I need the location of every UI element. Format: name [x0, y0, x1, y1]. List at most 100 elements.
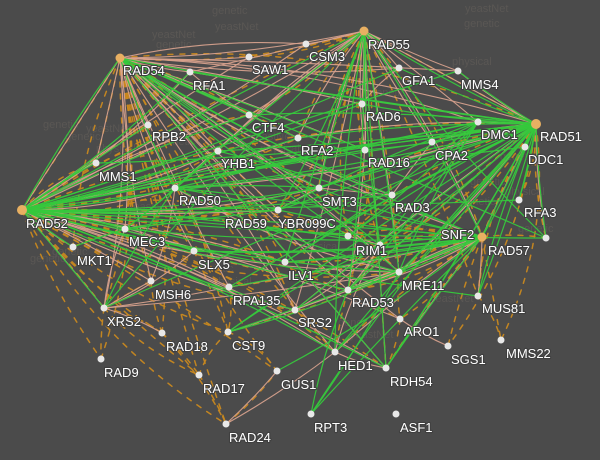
graph-node-rad51[interactable] [531, 119, 541, 129]
graph-node-xrs2[interactable] [100, 304, 108, 312]
graph-node-aro1[interactable] [396, 315, 404, 323]
graph-node-gfa1[interactable] [395, 64, 403, 72]
edge [174, 187, 279, 211]
node-label-rad51: RAD51 [540, 129, 582, 144]
graph-node-rad17[interactable] [195, 371, 203, 379]
edge [379, 233, 483, 246]
edge [21, 30, 365, 211]
edge [21, 209, 102, 360]
graph-node-smt3[interactable] [315, 184, 323, 192]
graph-node-mms4[interactable] [454, 67, 462, 75]
graph-node-rdh54[interactable] [382, 364, 390, 372]
edge [174, 185, 320, 189]
graph-node-csm3[interactable] [302, 40, 310, 48]
graph-node-ctf4[interactable] [245, 111, 253, 119]
edge [103, 286, 230, 309]
node-label-cpa2: CPA2 [435, 148, 468, 163]
edge [363, 30, 433, 143]
node-label-ddc1: DDC1 [528, 152, 563, 167]
node-label-rad9: RAD9 [104, 365, 139, 380]
graph-node-hed1[interactable] [331, 348, 339, 356]
edge [21, 209, 479, 297]
edge [119, 57, 459, 72]
graph-node-rpt3[interactable] [307, 410, 315, 418]
graph-node-mms1[interactable] [92, 159, 100, 167]
graph-node-rad24[interactable] [222, 420, 230, 428]
node-label-dmc1: DMC1 [481, 127, 518, 142]
graph-node-slx5[interactable] [190, 247, 198, 255]
edge [305, 30, 365, 45]
graph-node-rad9[interactable] [97, 355, 105, 363]
graph-node-rad53[interactable] [344, 286, 352, 294]
graph-node-rad52[interactable] [17, 205, 27, 215]
edge [227, 244, 381, 333]
node-label-rad55: RAD55 [368, 37, 410, 52]
graph-node-dmc1[interactable] [474, 118, 482, 126]
graph-node-yhb1[interactable] [214, 147, 222, 155]
edge [161, 332, 227, 425]
node-label-smt3: SMT3 [322, 194, 357, 209]
graph-node-rad6[interactable] [358, 100, 366, 108]
node-label-ctf4: CTF4 [252, 120, 285, 135]
graph-node-rad57[interactable] [542, 234, 550, 242]
edge [21, 209, 229, 333]
edge [103, 57, 132, 309]
graph-node-srs2[interactable] [291, 306, 299, 314]
graph-node-cpa2[interactable] [428, 138, 436, 146]
graph-node-rpb2[interactable] [144, 121, 152, 129]
graph-node-rpa135[interactable] [225, 283, 233, 291]
edge [277, 121, 479, 211]
graph-node-ilv1[interactable] [281, 258, 289, 266]
graph-node-rad54[interactable] [115, 53, 125, 63]
edge [100, 57, 133, 360]
graph-node-saw1[interactable] [245, 53, 253, 61]
graph-node-mms22[interactable] [497, 336, 505, 344]
edge [119, 57, 195, 252]
graph-node-rad3[interactable] [388, 191, 396, 199]
graph-node-msh6[interactable] [147, 277, 155, 285]
graph-node-rad18[interactable] [158, 329, 166, 337]
edge [174, 30, 365, 189]
edge [119, 57, 479, 123]
graph-node-asf1[interactable] [392, 410, 400, 418]
edge [95, 57, 121, 164]
edge [21, 209, 195, 252]
node-label-rad3: RAD3 [395, 200, 430, 215]
node-label-rfa1: RFA1 [193, 78, 226, 93]
graph-node-snf2[interactable] [477, 232, 487, 242]
graph-node-rad55[interactable] [359, 26, 369, 36]
graph-node-mre11[interactable] [395, 268, 403, 276]
graph-node-cst9[interactable] [224, 328, 232, 336]
node-label-yhb1: YHB1 [221, 156, 255, 171]
edge [318, 187, 483, 238]
graph-node-ddc1[interactable] [521, 143, 529, 151]
graph-node-sgs1[interactable] [444, 342, 452, 350]
edge [21, 124, 149, 211]
graph-node-gus1[interactable] [273, 367, 281, 375]
graph-node-ybr099c[interactable] [344, 232, 352, 240]
node-label-gus1: GUS1 [281, 377, 316, 392]
edge [119, 42, 307, 59]
edge [174, 123, 537, 189]
node-label-mms1: MMS1 [99, 169, 137, 184]
graph-node-mus81[interactable] [474, 292, 482, 300]
graph-node-rad16[interactable] [361, 146, 369, 154]
watermark-text: genetic [464, 18, 500, 30]
graph-node-rfa3[interactable] [515, 196, 523, 204]
graph-node-rad59[interactable] [274, 206, 282, 214]
edge [119, 57, 227, 425]
graph-node-rim1[interactable] [376, 241, 384, 249]
graph-node-rfa1[interactable] [186, 68, 194, 76]
graph-node-mec3[interactable] [121, 225, 129, 233]
edge [225, 370, 278, 425]
graph-node-rfa2[interactable] [294, 134, 302, 142]
node-label-rim1: RIM1 [356, 243, 387, 258]
graph-node-mkt1[interactable] [69, 243, 77, 251]
edge [21, 137, 299, 211]
edge [334, 289, 349, 353]
edge [379, 236, 483, 246]
node-layer[interactable] [17, 26, 550, 428]
graph-node-rad50[interactable] [171, 184, 179, 192]
